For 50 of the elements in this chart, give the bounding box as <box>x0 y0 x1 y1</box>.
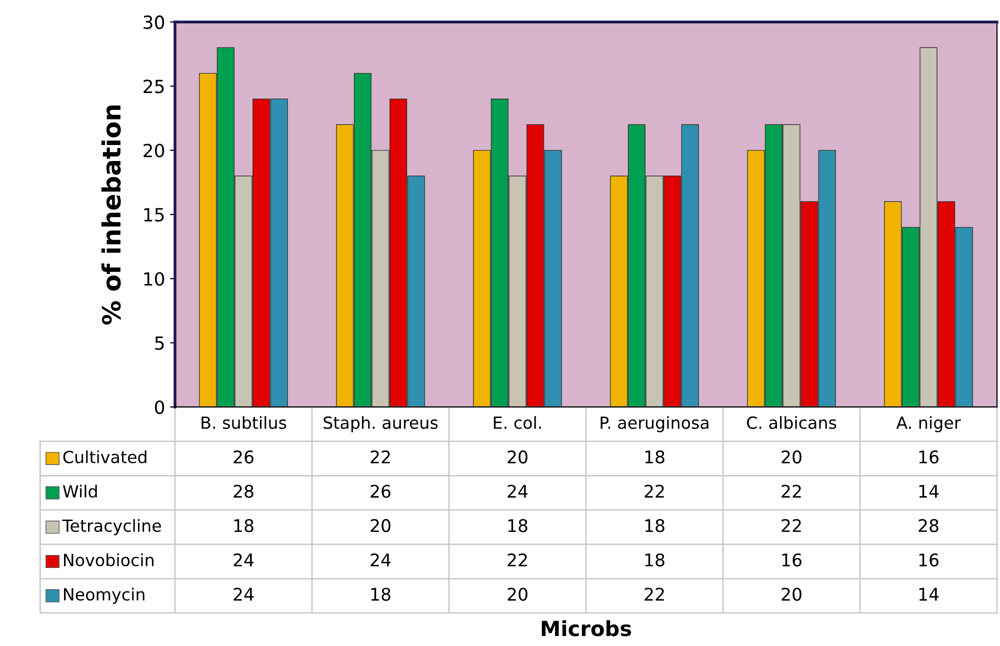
data-label: 18 <box>508 519 528 532</box>
y-axis-title: % of inhebation <box>101 105 121 325</box>
data-label: 26 <box>370 484 390 498</box>
data-label: 28 <box>918 519 938 532</box>
x-tick-label: Staph. aureus <box>324 416 438 432</box>
legend-label: Neomycin <box>64 588 144 604</box>
data-label: 18 <box>645 519 664 532</box>
data-label: 24 <box>370 553 391 566</box>
data-label: 28 <box>234 484 254 498</box>
data-label: 20 <box>508 450 528 464</box>
legend-label: Cultivated <box>63 450 146 464</box>
data-label: 24 <box>508 484 528 498</box>
data-label: 18 <box>645 450 664 464</box>
data-label: 26 <box>234 450 254 464</box>
data-label: 16 <box>782 553 802 567</box>
data-label: 22 <box>782 484 801 498</box>
data-label: 18 <box>645 553 664 567</box>
data-label: 20 <box>782 450 802 464</box>
y-tick-label: 20 <box>144 144 164 158</box>
data-label: 20 <box>370 519 390 532</box>
legend-label: Novobiocin <box>64 553 154 566</box>
x-tick-label: C. albicans <box>746 416 836 429</box>
x-tick-label: B. subtilus <box>202 416 286 429</box>
y-tick-label: 0 <box>154 400 164 414</box>
x-tick-label: A. niger <box>896 416 961 432</box>
data-label: 22 <box>644 484 664 498</box>
data-label: 18 <box>234 519 254 532</box>
data-label: 22 <box>644 588 664 601</box>
data-label: 22 <box>782 519 801 532</box>
data-label: 16 <box>919 553 938 567</box>
data-label: 22 <box>370 450 390 464</box>
data-label: 16 <box>919 450 938 464</box>
y-tick-label: 10 <box>144 272 164 286</box>
y-tick-label: 5 <box>155 336 164 350</box>
x-tick-label: E. col. <box>494 416 541 429</box>
data-label: 24 <box>234 588 254 601</box>
data-label: 14 <box>919 588 939 601</box>
legend-label: Wild <box>62 484 97 498</box>
x-tick-label: P. aeruginosa <box>600 416 708 432</box>
y-tick-label: 30 <box>144 15 164 30</box>
y-tick-label: 25 <box>144 80 164 94</box>
data-label: 18 <box>371 588 390 601</box>
y-tick-label: 15 <box>144 208 164 222</box>
legend-label: Tetracycline <box>62 519 161 536</box>
data-label: 20 <box>508 588 528 601</box>
data-label: 22 <box>508 553 527 566</box>
data-label: 14 <box>919 484 939 498</box>
data-label: 24 <box>234 553 254 566</box>
data-label: 20 <box>782 588 802 601</box>
text: Microbs <box>542 620 632 636</box>
